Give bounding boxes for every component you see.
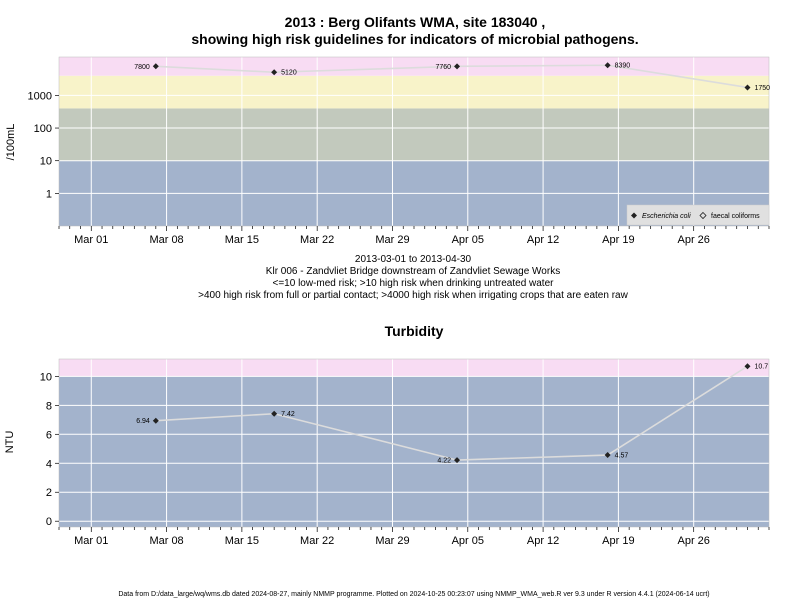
data-source-footer: Data from D:/data_large/wq/wms.db dated …: [118, 591, 709, 598]
turbidity-data-point: [152, 417, 159, 424]
ecoli-x-tick-label: Mar 01: [74, 234, 108, 246]
ecoli-y-tick-label: 100: [34, 123, 52, 135]
ecoli-data-label: 8390: [615, 63, 631, 70]
turbidity-data-point: [454, 457, 461, 464]
turbidity-chart-panel: Mar 01 Mar 08 Mar 15 Mar 22 Mar 29 Apr 05 Apr …: [40, 358, 770, 547]
turbidity-risk-band-1: [59, 359, 769, 377]
legend-faecal-label: faecal coliforms: [711, 213, 760, 220]
ecoli-risk-band-2: [59, 75, 769, 109]
ecoli-data-point: [454, 63, 461, 70]
turbidity-x-tick-label: Mar 29: [375, 535, 409, 547]
ecoli-y-axis-label: /100mL: [5, 124, 17, 161]
ecoli-x-tick-label: Apr 05: [452, 234, 484, 246]
ecoli-data-point: [604, 62, 611, 69]
turbidity-x-tick-label: Mar 22: [300, 535, 334, 547]
legend-ecoli-marker: [631, 212, 637, 219]
ecoli-data-label: 1750: [754, 85, 770, 92]
turbidity-y-tick-label: 6: [46, 429, 52, 441]
turbidity-data-label: 10.7: [754, 364, 768, 371]
turbidity-y-tick-label: 2: [46, 487, 52, 499]
turbidity-data-label: 7.42: [281, 411, 295, 418]
site-caption: Klr 006 - Zandvliet Bridge downstream of…: [266, 266, 560, 277]
chart-title-line1: 2013 : Berg Olifants WMA, site 183040 ,: [285, 14, 546, 30]
legend-faecal-marker: [699, 211, 707, 220]
ecoli-legend: Escherichia coli faecal coliforms: [626, 204, 770, 226]
turbidity-y-tick-label: 0: [46, 516, 52, 528]
turbidity-x-tick-label: Apr 05: [452, 535, 484, 547]
contact-risk-caption: >400 high risk from full or partial cont…: [198, 290, 628, 301]
turbidity-x-tick-label: Mar 01: [74, 535, 108, 547]
ecoli-x-tick-label: Apr 26: [677, 234, 709, 246]
turbidity-x-tick-label: Apr 26: [677, 535, 709, 547]
turbidity-y-tick-label: 8: [46, 400, 52, 412]
ecoli-x-tick-label: Mar 29: [375, 234, 409, 246]
ecoli-x-tick-label: Mar 15: [225, 234, 259, 246]
turbidity-y-tick-label: 10: [40, 371, 52, 383]
ecoli-y-tick-label: 1: [46, 188, 52, 200]
turbidity-x-tick-label: Mar 08: [149, 535, 183, 547]
ecoli-x-tick-label: Apr 12: [527, 234, 559, 246]
turbidity-title: Turbidity: [385, 323, 444, 339]
ecoli-x-tick-label: Apr 19: [602, 234, 634, 246]
turbidity-y-tick-label: 4: [46, 458, 52, 470]
turbidity-data-point: [744, 363, 751, 370]
turbidity-risk-band-0: [59, 376, 769, 527]
ecoli-x-tick-label: Mar 08: [149, 234, 183, 246]
date-range-caption: 2013-03-01 to 2013-04-30: [355, 254, 472, 265]
ecoli-y-tick-label: 10: [40, 156, 52, 168]
turbidity-data-label: 6.94: [136, 418, 150, 425]
ecoli-chart-panel: Mar 01 Mar 08 Mar 15 Mar 22 Mar 29 Apr 05 Apr …: [28, 56, 770, 246]
turbidity-data-point: [271, 410, 278, 417]
ecoli-data-point: [152, 63, 159, 70]
ecoli-y-tick-label: 1000: [28, 90, 52, 102]
turbidity-x-tick-label: Mar 15: [225, 535, 259, 547]
turbidity-x-tick-label: Apr 12: [527, 535, 559, 547]
drinking-risk-caption: <=10 low-med risk; >10 high risk when dr…: [273, 278, 555, 289]
ecoli-data-point: [744, 84, 751, 91]
ecoli-data-point: [271, 69, 278, 76]
ecoli-x-tick-label: Mar 22: [300, 234, 334, 246]
turbidity-x-tick-label: Apr 19: [602, 535, 634, 547]
turbidity-y-axis-label: NTU: [4, 431, 16, 454]
legend-ecoli-label: Escherichia coli: [642, 213, 691, 220]
ecoli-data-label: 7760: [435, 64, 451, 71]
turbidity-data-label: 4.57: [615, 453, 629, 460]
turbidity-data-label: 4.22: [437, 458, 451, 465]
ecoli-data-label: 5120: [281, 70, 297, 77]
ecoli-risk-band-1: [59, 108, 769, 161]
turbidity-data-point: [604, 452, 611, 459]
legend-box: [626, 204, 770, 226]
ecoli-data-label: 7800: [134, 64, 150, 71]
chart-title-line2: showing high risk guidelines for indicat…: [191, 31, 638, 47]
